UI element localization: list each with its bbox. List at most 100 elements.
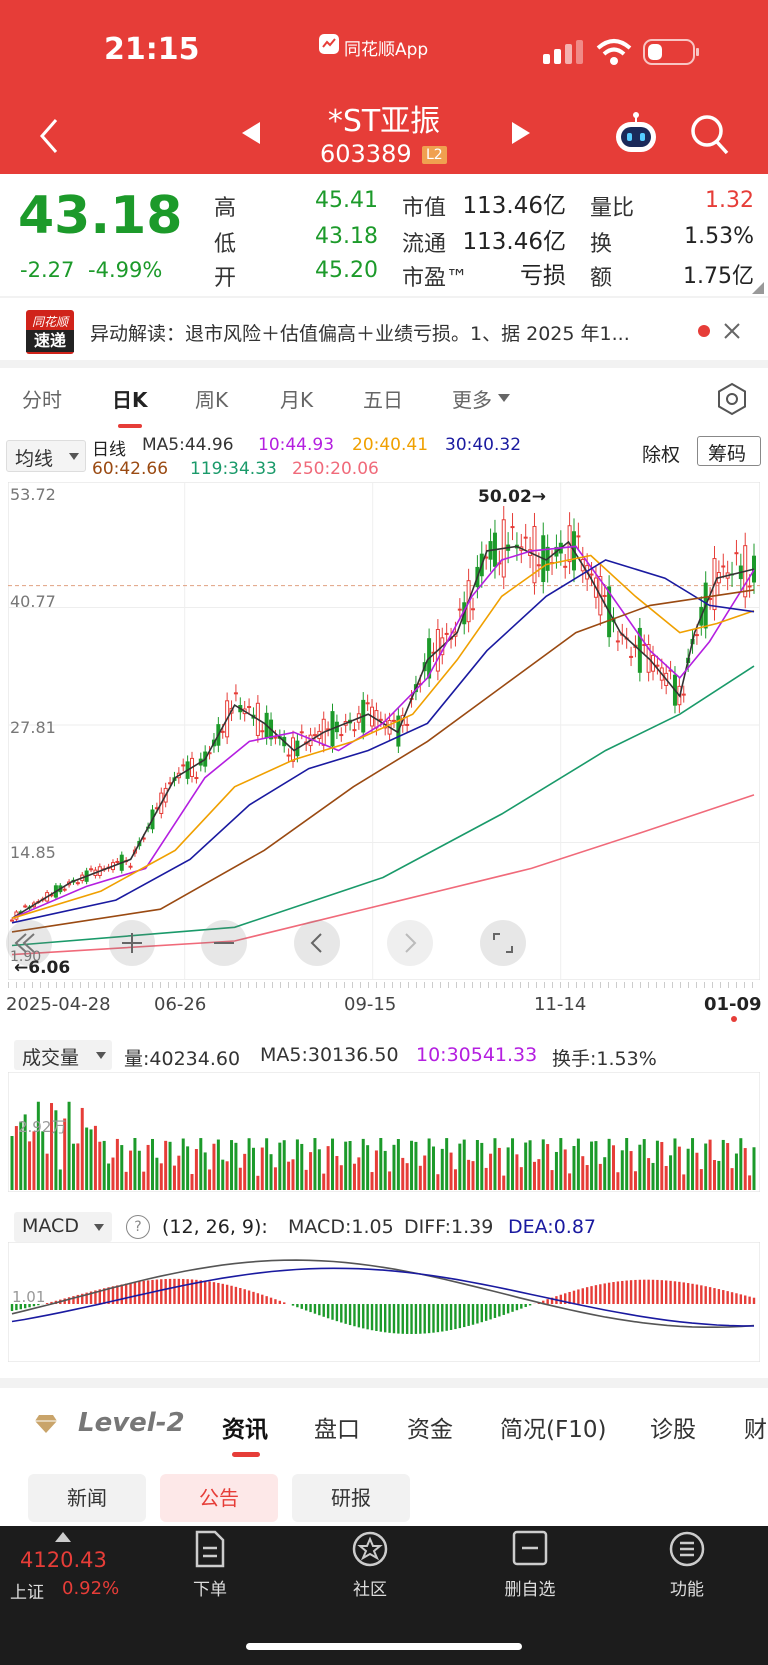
tab-diagnosis[interactable]: 诊股	[650, 1417, 696, 1443]
order-icon[interactable]	[170, 1530, 250, 1572]
volume-bar	[278, 1142, 282, 1190]
last-price: 43.18	[18, 186, 183, 246]
menu-icon[interactable]	[647, 1530, 727, 1572]
macd-bar	[607, 1282, 611, 1304]
volume-bar	[339, 1165, 343, 1190]
tab-monthly-k[interactable]: 月K	[280, 388, 314, 412]
macd-select[interactable]: MACD	[14, 1212, 112, 1242]
candle-body	[62, 888, 67, 891]
collapse-left-button[interactable]	[6, 920, 52, 966]
volume-bar	[721, 1139, 725, 1190]
volume-bar	[642, 1139, 646, 1190]
macd-bar	[340, 1304, 343, 1323]
volume-bar	[449, 1152, 453, 1190]
index-value[interactable]: 4120.43	[20, 1548, 107, 1572]
status-app-name: 同花顺App	[344, 40, 429, 60]
zoom-out-button[interactable]	[201, 920, 247, 966]
ma-select[interactable]: 均线	[6, 440, 86, 472]
macd-bar	[664, 1280, 668, 1304]
news-text[interactable]: 异动解读：退市风险＋估值偏高＋业绩亏损。1、据 2025 年1...	[90, 323, 630, 345]
volume-bar	[230, 1140, 234, 1190]
volume-bar	[590, 1141, 594, 1190]
volume-bar	[344, 1141, 348, 1190]
volume-bar	[146, 1144, 150, 1190]
pe-value: 亏损	[520, 263, 566, 289]
pill-news[interactable]: 新闻	[28, 1474, 146, 1522]
search-icon[interactable]	[690, 114, 730, 156]
tab-f10[interactable]: 简况(F10)	[500, 1417, 607, 1443]
nav-order-label[interactable]: 下单	[193, 1580, 227, 1600]
volratio-value: 1.32	[705, 188, 754, 213]
robot-assistant-icon[interactable]	[612, 110, 660, 156]
scroll-right-button[interactable]	[387, 920, 433, 966]
macd-bar	[397, 1304, 400, 1334]
settings-hexagon-icon[interactable]	[716, 382, 748, 416]
prev-stock-icon[interactable]	[240, 120, 262, 146]
date-axis-label: 11-14	[534, 994, 587, 1015]
pill-announcement[interactable]: 公告	[160, 1474, 278, 1522]
fuquan-toggle[interactable]: 除权	[642, 444, 681, 466]
candle-body	[523, 536, 528, 539]
candle-body	[286, 754, 291, 757]
today-dot	[731, 1016, 737, 1022]
tab-news-info[interactable]: 资讯	[222, 1417, 268, 1443]
volume-bar	[524, 1142, 528, 1190]
kline-chart[interactable]	[8, 482, 760, 980]
level-badge: L2	[422, 146, 447, 164]
nav-community-label[interactable]: 社区	[353, 1580, 387, 1600]
volume-bar	[739, 1138, 743, 1190]
macd-bar	[103, 1288, 106, 1304]
candle-body	[734, 552, 739, 555]
tab-fenshi[interactable]: 分时	[22, 388, 62, 412]
macd-bar	[335, 1304, 339, 1322]
macd-bar	[414, 1304, 418, 1334]
volratio-label: 量比	[590, 196, 635, 221]
ma-line-250	[11, 794, 755, 956]
tab-daily-k[interactable]: 日K	[112, 388, 148, 412]
news-logo-top: 同花顺	[31, 315, 68, 329]
macd-bar	[32, 1304, 36, 1307]
nav-functions-label[interactable]: 功能	[670, 1580, 704, 1600]
pill-research[interactable]: 研报	[292, 1474, 410, 1522]
back-icon[interactable]	[36, 116, 62, 156]
expand-corner-icon[interactable]	[752, 282, 764, 294]
macd-bar	[256, 1293, 260, 1304]
level2-tab[interactable]: Level-2	[78, 1408, 185, 1438]
candle-body	[405, 723, 410, 726]
macd-bar	[700, 1285, 703, 1304]
tab-capital[interactable]: 资金	[407, 1417, 453, 1443]
volume-bar	[585, 1165, 589, 1190]
tab-finance[interactable]: 财	[744, 1417, 767, 1443]
remove-watchlist-icon[interactable]	[490, 1530, 570, 1570]
scroll-left-button[interactable]	[294, 920, 340, 966]
community-icon[interactable]	[330, 1530, 410, 1572]
zoom-in-button[interactable]	[109, 920, 155, 966]
volume-bar	[14, 1126, 18, 1190]
close-icon[interactable]	[723, 322, 741, 340]
volume-bar	[155, 1157, 159, 1190]
macd-bar	[647, 1279, 650, 1304]
volume-bar	[50, 1103, 54, 1190]
macd-bar	[375, 1304, 378, 1332]
amount-value: 1.75亿	[683, 264, 754, 289]
nav-remove-watchlist-label[interactable]: 删自选	[504, 1580, 556, 1600]
volume-bar	[63, 1118, 67, 1190]
volume-bar	[620, 1150, 624, 1190]
macd-bar	[129, 1282, 132, 1304]
chouma-button[interactable]: 筹码	[697, 436, 761, 466]
volume-bar	[515, 1154, 519, 1190]
tab-more[interactable]: 更多	[452, 388, 492, 412]
volume-bar	[133, 1138, 137, 1190]
next-stock-icon[interactable]	[510, 120, 532, 146]
volume-bar	[414, 1141, 418, 1190]
volume-bar	[287, 1161, 291, 1190]
fullscreen-button[interactable]	[480, 920, 526, 966]
tab-pankou[interactable]: 盘口	[314, 1417, 360, 1443]
macd-bar	[261, 1294, 264, 1304]
volume-select[interactable]: 成交量	[14, 1040, 112, 1070]
tab-weekly-k[interactable]: 周K	[195, 388, 229, 412]
ma-period: 日线	[92, 440, 126, 460]
volume-bar	[243, 1153, 247, 1190]
help-icon[interactable]: ?	[126, 1215, 150, 1239]
tab-five-day[interactable]: 五日	[363, 388, 403, 412]
